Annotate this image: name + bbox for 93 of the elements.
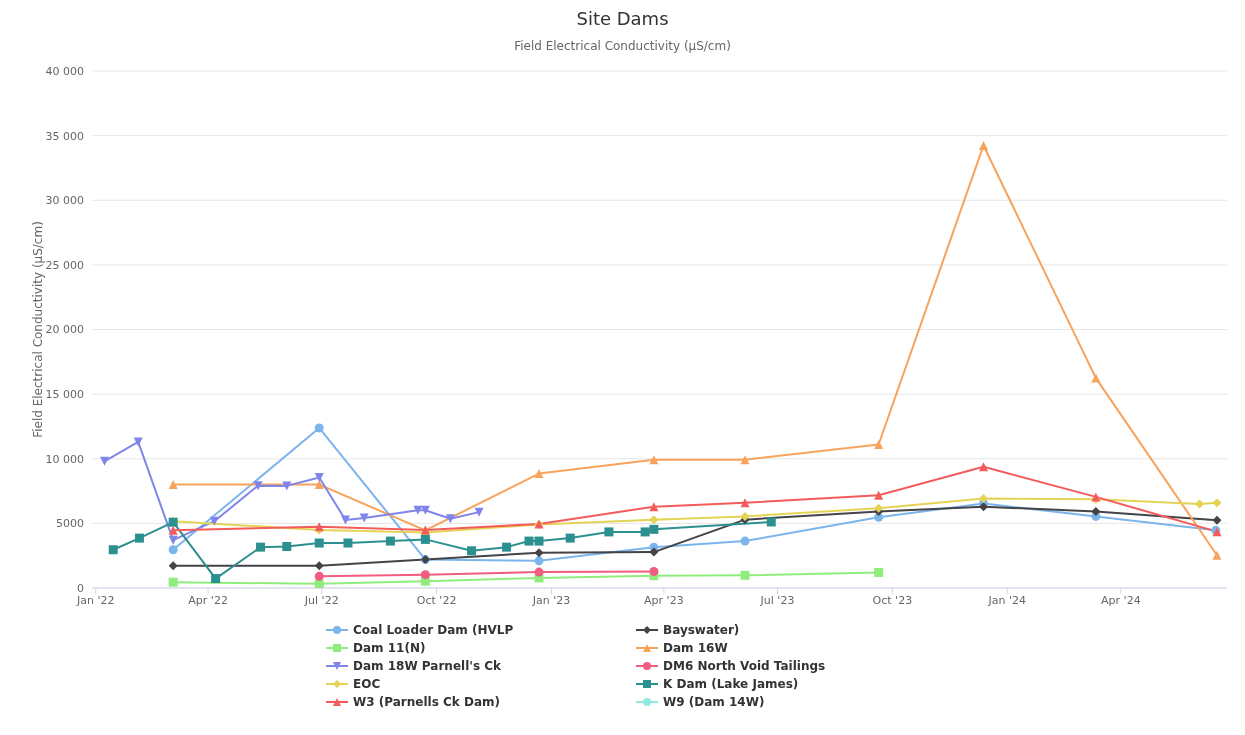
point bbox=[534, 567, 544, 577]
point bbox=[1212, 515, 1222, 525]
y-tick-label: 20 000 bbox=[45, 323, 84, 337]
point bbox=[502, 542, 512, 552]
y-tick-label: 35 000 bbox=[45, 129, 84, 143]
legend-label: K Dam (Lake James) bbox=[663, 677, 799, 691]
point bbox=[740, 536, 750, 546]
point bbox=[874, 567, 884, 577]
point bbox=[253, 481, 263, 491]
legend-label: Dam 16W bbox=[663, 641, 728, 655]
point bbox=[534, 548, 544, 558]
legend-label: W9 (Dam 14W) bbox=[663, 695, 765, 709]
point bbox=[649, 455, 659, 465]
x-tick-label: Oct '22 bbox=[416, 593, 457, 607]
point bbox=[740, 498, 750, 508]
point bbox=[108, 545, 118, 555]
point bbox=[474, 507, 484, 517]
point bbox=[343, 538, 353, 548]
legend-label: EOC bbox=[353, 677, 381, 691]
point bbox=[1212, 498, 1222, 508]
point bbox=[385, 536, 395, 546]
point bbox=[740, 511, 750, 521]
point bbox=[1091, 373, 1101, 383]
point bbox=[649, 524, 659, 534]
point bbox=[766, 517, 776, 527]
legend-label: Dam 18W Parnell's Ck bbox=[353, 659, 502, 673]
legend-label: Bayswater) bbox=[663, 623, 740, 637]
chart-subtitle: Field Electrical Conductivity (µS/cm) bbox=[513, 39, 732, 53]
point bbox=[314, 561, 324, 571]
point bbox=[524, 536, 534, 546]
point bbox=[604, 527, 614, 537]
point bbox=[420, 534, 430, 544]
point bbox=[282, 481, 292, 491]
legend-label: Dam 11(N) bbox=[353, 641, 426, 655]
point bbox=[168, 480, 178, 490]
y-tick-label: 15 000 bbox=[45, 388, 84, 402]
point bbox=[420, 570, 430, 580]
point bbox=[1212, 550, 1222, 560]
y-tick-label: 40 000 bbox=[45, 64, 84, 78]
y-tick-label: 0 bbox=[77, 581, 84, 595]
point bbox=[314, 423, 324, 433]
x-tick-label: Jul '22 bbox=[303, 593, 339, 607]
y-tick-label: 30 000 bbox=[45, 194, 84, 208]
legend-label: Coal Loader Dam (HVLP bbox=[353, 623, 514, 637]
x-tick-label: Apr '22 bbox=[188, 593, 228, 607]
legend-label: DM6 North Void Tailings bbox=[663, 659, 826, 673]
point bbox=[209, 516, 219, 526]
point bbox=[134, 533, 144, 543]
point bbox=[314, 472, 324, 482]
point bbox=[534, 536, 544, 546]
x-tick-label: Jan '22 bbox=[76, 593, 115, 607]
y-tick-label: 25 000 bbox=[45, 258, 84, 272]
point bbox=[649, 547, 659, 557]
point bbox=[445, 514, 455, 524]
point bbox=[1091, 506, 1101, 516]
x-tick-label: Jan '24 bbox=[987, 593, 1026, 607]
point bbox=[168, 577, 178, 587]
point bbox=[314, 538, 324, 548]
x-tick-label: Jan '23 bbox=[531, 593, 571, 607]
point bbox=[979, 140, 989, 150]
point bbox=[534, 556, 544, 566]
point bbox=[1195, 499, 1205, 509]
point bbox=[467, 546, 477, 556]
point bbox=[640, 527, 650, 537]
point bbox=[168, 545, 178, 555]
point bbox=[534, 469, 544, 479]
y-tick-label: 5000 bbox=[56, 517, 84, 531]
point bbox=[282, 542, 292, 552]
x-tick-label: Apr '23 bbox=[644, 593, 684, 607]
point bbox=[256, 542, 266, 552]
point bbox=[99, 456, 109, 466]
y-axis-title: Field Electrical Conductivity (µS/cm) bbox=[31, 221, 46, 438]
point bbox=[979, 494, 989, 504]
point bbox=[874, 490, 884, 500]
x-tick-label: Apr '24 bbox=[1101, 593, 1141, 607]
point bbox=[740, 455, 750, 465]
point bbox=[168, 525, 178, 535]
point bbox=[168, 561, 178, 571]
x-tick-label: Oct '23 bbox=[872, 593, 913, 607]
legend-label: W3 (Parnells Ck Dam) bbox=[353, 695, 500, 709]
point bbox=[740, 570, 750, 580]
point bbox=[649, 566, 659, 576]
point bbox=[649, 515, 659, 525]
point bbox=[649, 502, 659, 512]
point bbox=[979, 462, 989, 472]
y-tick-label: 10 000 bbox=[45, 452, 84, 466]
chart-title: Site Dams bbox=[575, 8, 670, 29]
point bbox=[314, 571, 324, 581]
x-tick-label: Jul '23 bbox=[759, 593, 795, 607]
point bbox=[565, 533, 575, 543]
point bbox=[133, 437, 143, 447]
point bbox=[211, 574, 221, 584]
point bbox=[874, 440, 884, 450]
